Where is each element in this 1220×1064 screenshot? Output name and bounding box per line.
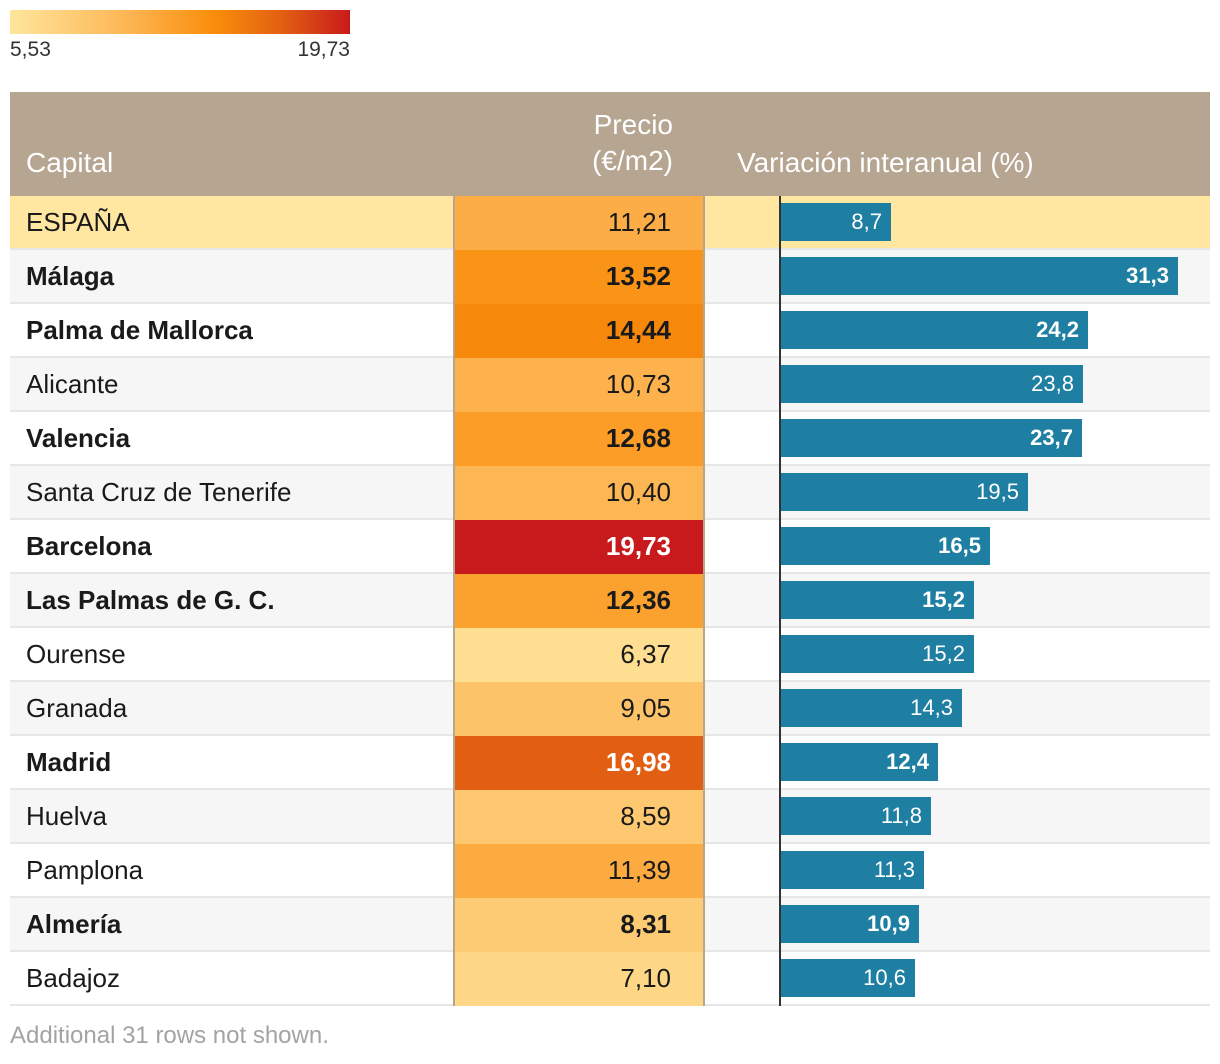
cell-precio: 8,59 [453, 790, 705, 844]
cell-capital: Pamplona [26, 855, 144, 885]
column-header-precio-line1: Precio [593, 109, 673, 140]
cell-precio: 10,40 [453, 466, 705, 520]
variacion-bar: 10,9 [781, 905, 919, 943]
table-row: Huelva 8,59 11,8 [10, 790, 1210, 844]
table-header: Capital Precio (€/m2) Variación interanu… [10, 92, 1210, 196]
bar-area: 31,3 [779, 250, 1210, 304]
column-header-capital[interactable]: Capital [26, 147, 114, 178]
cell-precio: 19,73 [453, 520, 705, 574]
variacion-bar: 11,8 [781, 797, 931, 835]
variacion-bar: 15,2 [781, 581, 974, 619]
variacion-bar: 8,7 [781, 203, 891, 241]
bar-area: 19,5 [779, 466, 1210, 520]
variacion-bar: 23,8 [781, 365, 1083, 403]
variacion-bar: 15,2 [781, 635, 974, 673]
cell-capital: Huelva [26, 801, 107, 831]
table-row: Alicante 10,73 23,8 [10, 358, 1210, 412]
bar-area: 16,5 [779, 520, 1210, 574]
bar-area: 11,3 [779, 844, 1210, 898]
legend-min-label: 5,53 [10, 38, 51, 61]
cell-precio: 11,21 [453, 196, 705, 250]
cell-capital: Las Palmas de G. C. [26, 585, 275, 615]
data-table: Capital Precio (€/m2) Variación interanu… [10, 92, 1210, 1006]
bar-area: 10,6 [779, 952, 1210, 1006]
cell-precio: 11,39 [453, 844, 705, 898]
cell-precio: 7,10 [453, 952, 705, 1006]
table-row: Las Palmas de G. C. 12,36 15,2 [10, 574, 1210, 628]
cell-capital: Almería [26, 909, 122, 939]
cell-precio: 13,52 [453, 250, 705, 304]
bar-area: 14,3 [779, 682, 1210, 736]
variacion-bar: 19,5 [781, 473, 1028, 511]
cell-precio: 10,73 [453, 358, 705, 412]
cell-capital: Valencia [26, 423, 131, 453]
variacion-bar: 31,3 [781, 257, 1178, 295]
bar-area: 12,4 [779, 736, 1210, 790]
bar-area: 10,9 [779, 898, 1210, 952]
cell-capital: Granada [26, 693, 128, 723]
color-scale-bar [10, 10, 350, 34]
cell-capital: Málaga [26, 261, 115, 291]
column-header-precio-line2: (€/m2) [592, 145, 673, 176]
table-row: Badajoz 7,10 10,6 [10, 952, 1210, 1006]
bar-area: 15,2 [779, 574, 1210, 628]
bar-area: 23,7 [779, 412, 1210, 466]
cell-capital: Santa Cruz de Tenerife [26, 477, 292, 507]
bar-area: 15,2 [779, 628, 1210, 682]
variacion-bar: 23,7 [781, 419, 1082, 457]
footer-note: Additional 31 rows not shown. [10, 1022, 329, 1049]
table-row: Granada 9,05 14,3 [10, 682, 1210, 736]
table-row: Madrid 16,98 12,4 [10, 736, 1210, 790]
cell-precio: 12,36 [453, 574, 705, 628]
color-legend: 5,53 19,73 [10, 10, 350, 61]
column-header-precio[interactable]: Precio (€/m2) [453, 107, 673, 179]
variacion-bar: 11,3 [781, 851, 924, 889]
cell-precio: 6,37 [453, 628, 705, 682]
bar-area: 23,8 [779, 358, 1210, 412]
cell-capital: Palma de Mallorca [26, 315, 253, 345]
variacion-bar: 24,2 [781, 311, 1088, 349]
cell-capital: Madrid [26, 747, 112, 777]
cell-capital: Badajoz [26, 963, 120, 993]
variacion-bar: 16,5 [781, 527, 990, 565]
variacion-bar: 12,4 [781, 743, 938, 781]
cell-precio: 16,98 [453, 736, 705, 790]
cell-capital: Ourense [26, 639, 126, 669]
table-row: ESPAÑA 11,21 8,7 [10, 196, 1210, 250]
table-row: Barcelona 19,73 16,5 [10, 520, 1210, 574]
table-row: Santa Cruz de Tenerife 10,40 19,5 [10, 466, 1210, 520]
bar-area: 24,2 [779, 304, 1210, 358]
table-row: Pamplona 11,39 11,3 [10, 844, 1210, 898]
cell-capital: Alicante [26, 369, 119, 399]
table-row: Valencia 12,68 23,7 [10, 412, 1210, 466]
table-row: Ourense 6,37 15,2 [10, 628, 1210, 682]
table-row: Palma de Mallorca 14,44 24,2 [10, 304, 1210, 358]
cell-precio: 9,05 [453, 682, 705, 736]
variacion-bar: 14,3 [781, 689, 962, 727]
column-header-variacion[interactable]: Variación interanual (%) [737, 147, 1034, 178]
legend-max-label: 19,73 [297, 38, 350, 61]
cell-precio: 8,31 [453, 898, 705, 952]
cell-capital: ESPAÑA [26, 207, 130, 237]
table-body: ESPAÑA 11,21 8,7 Málaga 13,52 31,3 Palma de Ma… [10, 196, 1210, 1006]
bar-area: 11,8 [779, 790, 1210, 844]
cell-precio: 14,44 [453, 304, 705, 358]
variacion-bar: 10,6 [781, 959, 915, 997]
bar-area: 8,7 [779, 196, 1210, 250]
cell-precio: 12,68 [453, 412, 705, 466]
cell-capital: Barcelona [26, 531, 152, 561]
table-row: Málaga 13,52 31,3 [10, 250, 1210, 304]
table-row: Almería 8,31 10,9 [10, 898, 1210, 952]
